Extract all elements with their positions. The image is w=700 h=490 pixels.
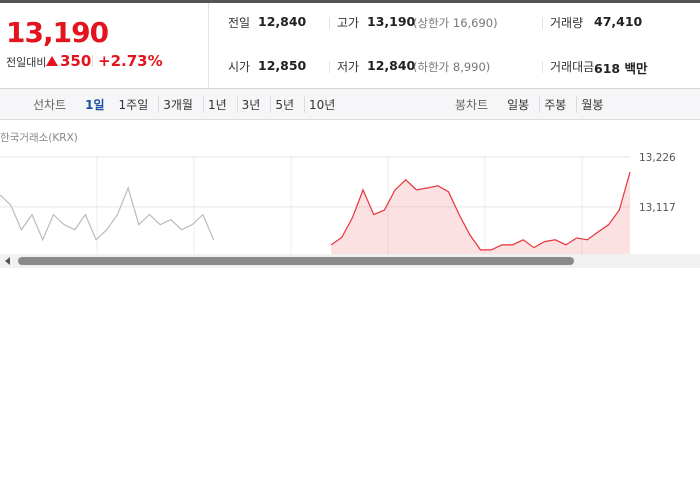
stat-value: 12,850	[258, 58, 307, 73]
tab[interactable]: 1년	[202, 96, 231, 113]
tab[interactable]: 5년	[270, 96, 298, 113]
divider	[92, 55, 93, 67]
change-label: 전일대비	[6, 56, 47, 69]
stat-value: 12,840	[258, 14, 307, 29]
line	[0, 186, 215, 242]
tab[interactable]: 1주일	[118, 98, 149, 112]
top-border	[0, 0, 700, 3]
change-rate: +2.73%	[98, 52, 163, 70]
stat-value: 618 백만	[594, 61, 648, 76]
divider	[0, 88, 700, 89]
stat-label: 전일	[228, 16, 251, 30]
stat-value: 12,840	[367, 58, 416, 73]
period-tabs: 선차트 1일 1주일 3개월 1년 3년 5년 10년	[33, 96, 342, 113]
stat-value: 47,410	[594, 14, 643, 29]
tab[interactable]: 3년	[236, 96, 265, 113]
toolbar: 선차트 1일 1주일 3개월 1년 3년 5년 10년 봉차트 일봉 주봉 월봉	[0, 89, 700, 120]
source: 한국거래소(KRX)	[0, 132, 78, 144]
divider	[542, 61, 543, 73]
tab[interactable]: 3개월	[158, 96, 197, 113]
scroll-left[interactable]	[4, 257, 12, 265]
scroll-thumb[interactable]	[18, 257, 574, 265]
stat-label: 거래량	[550, 16, 584, 30]
stat-note: (하한가 8,990)	[413, 60, 491, 74]
stat-label: 거래대금	[550, 60, 595, 74]
stat-label: 저가	[337, 60, 360, 74]
y-tick-label: 13,117	[639, 202, 676, 214]
line	[330, 171, 631, 251]
divider	[208, 3, 209, 88]
tab-label: 선차트	[33, 98, 67, 112]
tab[interactable]: 10년	[304, 96, 339, 113]
area	[331, 171, 630, 254]
divider	[329, 17, 330, 29]
tab[interactable]: 주봉	[539, 96, 570, 113]
stat-value: 13,190	[367, 14, 416, 29]
tab[interactable]: 1일	[85, 98, 105, 112]
chart: 13,226 13,117	[0, 152, 676, 254]
scrollbar[interactable]	[0, 254, 700, 268]
up-arrow	[46, 56, 58, 66]
y-tick-label: 13,226	[639, 152, 676, 164]
stat-label: 시가	[228, 60, 251, 74]
change: 350	[60, 52, 92, 70]
tab-label: 봉차트	[455, 98, 489, 112]
divider	[542, 17, 543, 29]
candle-tabs: 봉차트 일봉 주봉 월봉	[455, 96, 610, 113]
divider	[329, 61, 330, 73]
stat-note: (상한가 16,690)	[413, 16, 498, 30]
current-price: 13,190	[6, 16, 109, 49]
tab[interactable]: 일봉	[507, 98, 530, 112]
stat-label: 고가	[337, 16, 360, 30]
tab[interactable]: 월봉	[576, 96, 607, 113]
